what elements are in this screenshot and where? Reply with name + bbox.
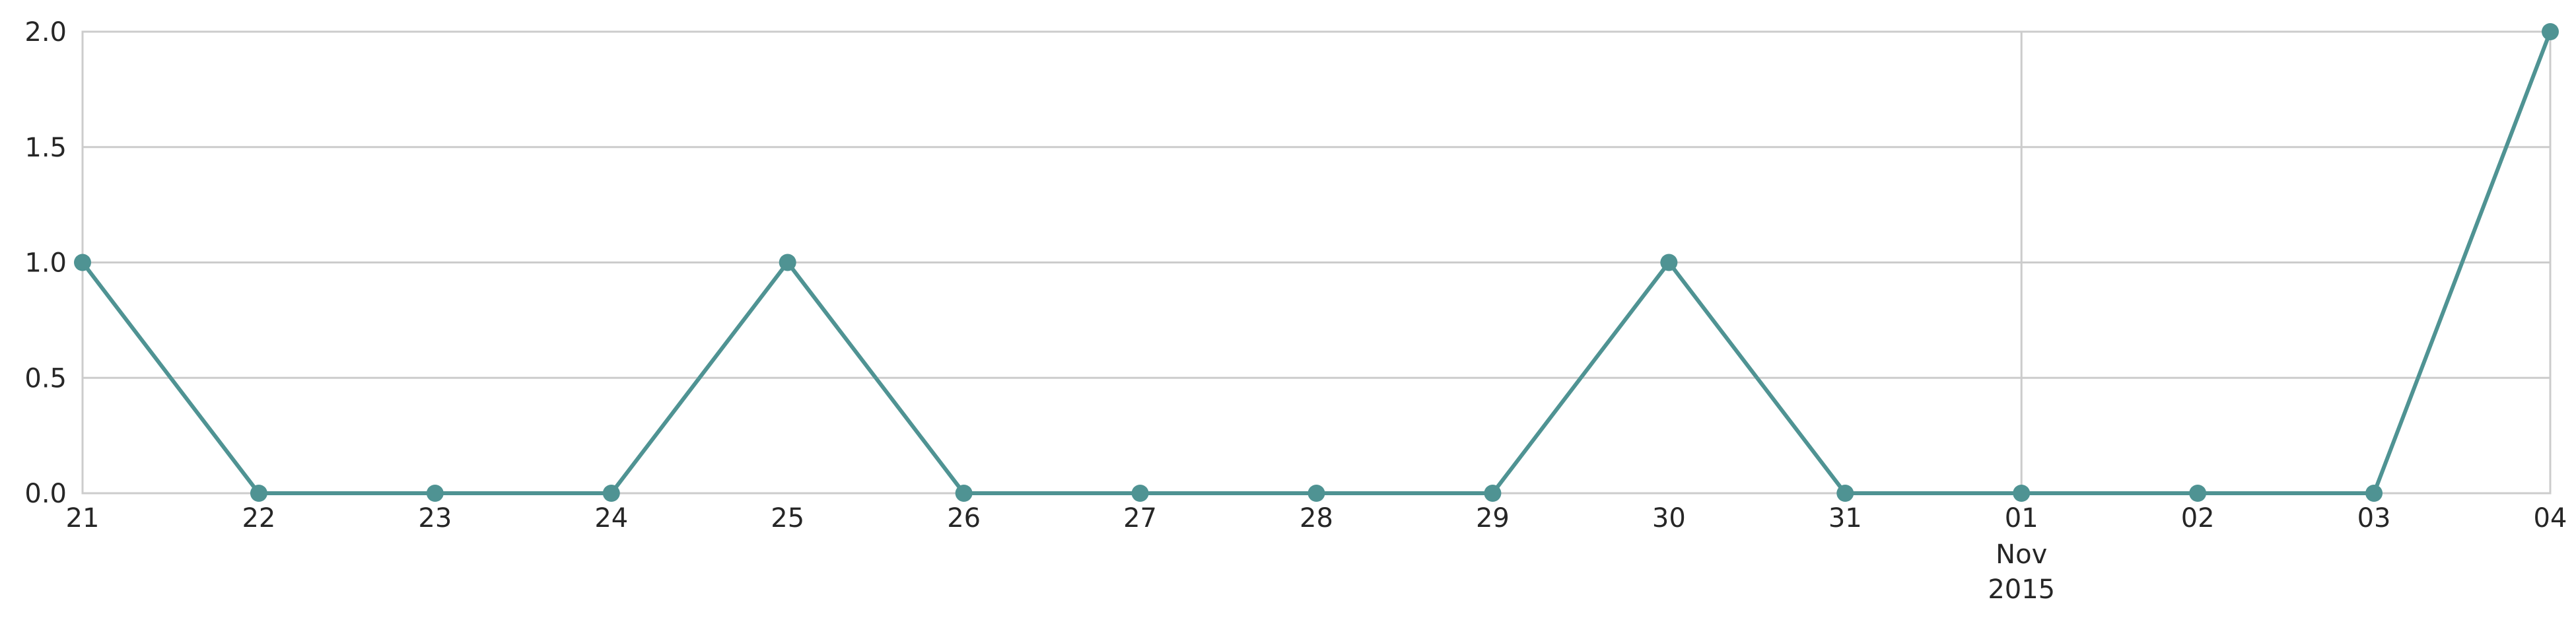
x-tick-label: 26 — [947, 503, 981, 534]
x-tick-label: 04 — [2534, 503, 2567, 534]
data-point — [2189, 485, 2207, 502]
x-tick-year-label: 2015 — [1988, 574, 2055, 605]
data-point — [955, 485, 973, 502]
x-tick-label: 22 — [242, 503, 275, 534]
x-tick-label: 28 — [1300, 503, 1333, 534]
y-tick-label: 1.5 — [24, 133, 67, 163]
y-tick-label: 1.0 — [24, 248, 67, 279]
x-tick-label: 27 — [1123, 503, 1157, 534]
y-tick-label: 0.5 — [24, 363, 67, 394]
data-point — [1307, 485, 1325, 502]
x-tick-label: 01 — [2005, 503, 2038, 534]
data-point — [779, 254, 796, 271]
x-tick-label: 29 — [1476, 503, 1510, 534]
data-point — [2365, 485, 2383, 502]
data-point — [2013, 485, 2031, 502]
data-point — [74, 254, 91, 271]
x-tick-label: 24 — [594, 503, 628, 534]
data-point — [1660, 254, 1678, 271]
data-point — [250, 485, 267, 502]
x-tick-label: 25 — [771, 503, 804, 534]
x-tick-label: 02 — [2181, 503, 2215, 534]
data-point — [1836, 485, 1854, 502]
y-grid-lines — [83, 30, 2550, 495]
x-tick-label: 30 — [1652, 503, 1686, 534]
data-point — [426, 485, 444, 502]
data-point — [2542, 23, 2559, 40]
data-point — [602, 485, 620, 502]
data-point — [1131, 485, 1149, 502]
x-tick-label: 21 — [66, 503, 100, 534]
y-tick-label: 2.0 — [24, 17, 67, 48]
y-tick-labels: 0.0 0.5 1.0 1.5 2.0 — [24, 17, 67, 509]
x-tick-label: 03 — [2357, 503, 2391, 534]
x-tick-labels: 21 22 23 24 25 26 27 28 29 30 31 01 02 03 04 Nov 2015 — [66, 503, 2567, 605]
data-point — [1484, 485, 1502, 502]
y-tick-label: 0.0 — [24, 479, 67, 509]
series-layer — [74, 23, 2559, 502]
x-tick-month-label: Nov — [1996, 539, 2047, 570]
x-tick-label: 31 — [1828, 503, 1862, 534]
x-tick-label: 23 — [418, 503, 452, 534]
